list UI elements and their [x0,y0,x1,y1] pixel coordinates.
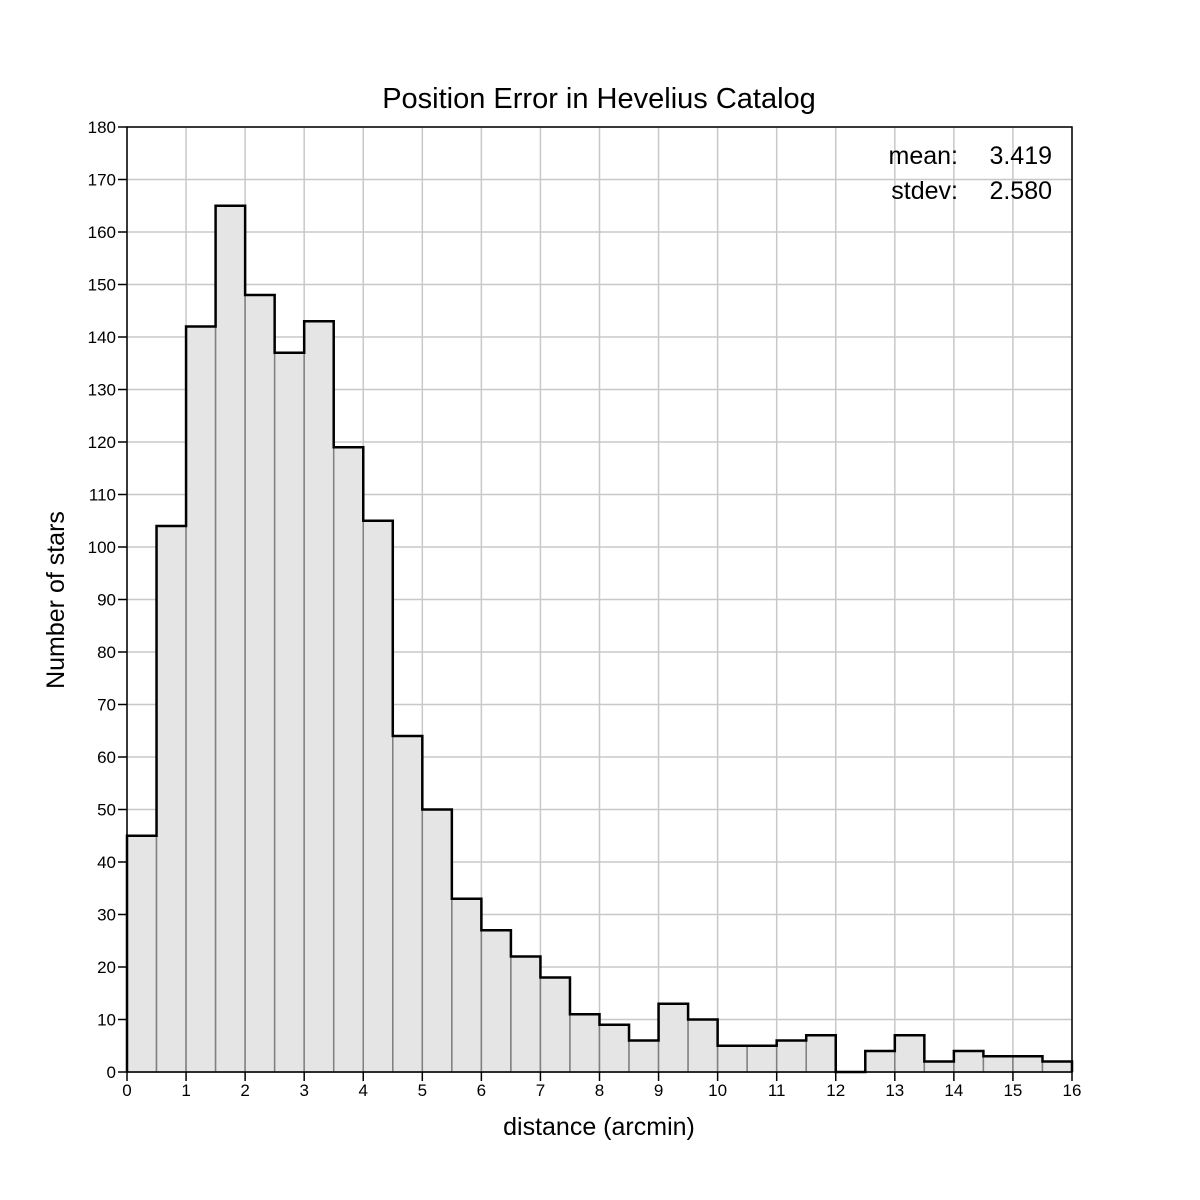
y-axis-ticks: 0 10 20 30 40 50 60 70 80 90 100 110 120 130 140 150 160… [88,118,127,1082]
chart-title: Position Error in Hevelius Catalog [382,83,816,115]
histogram-bar [362,520,394,1073]
y-axis-label: Number of stars [42,511,70,689]
x-tick-label: 15 [1003,1081,1022,1100]
histogram-bar [657,1003,689,1073]
mean-label: mean: [889,142,958,170]
histogram-bar [392,735,424,1073]
y-tick-label: 170 [88,171,116,190]
histogram-bar [214,205,246,1073]
histogram-bar [864,1050,896,1073]
x-tick-label: 5 [418,1081,427,1100]
histogram-bar [716,1045,748,1073]
x-tick-label: 4 [359,1081,368,1100]
histogram-bar [244,294,276,1073]
histogram-bar [923,1060,955,1073]
x-axis-ticks: 0 1 2 3 4 5 6 7 8 9 10 11 12 13 14 15 16 [122,1072,1081,1100]
y-tick-label: 110 [89,486,116,505]
x-tick-label: 2 [240,1081,249,1100]
histogram-bar [953,1050,985,1073]
histogram-bar [1041,1060,1073,1073]
y-tick-label: 50 [97,801,116,820]
x-tick-label: 9 [654,1081,663,1100]
histogram-bar [303,320,335,1073]
histogram-bar [421,808,453,1073]
y-tick-label: 80 [97,643,116,662]
histogram-bar [982,1055,1014,1073]
x-tick-label: 3 [299,1081,308,1100]
x-tick-label: 13 [885,1081,904,1100]
histogram-bar [155,525,187,1073]
y-tick-label: 10 [97,1011,116,1030]
y-tick-label: 120 [88,433,116,452]
histogram-bar [746,1045,778,1073]
x-tick-label: 8 [595,1081,604,1100]
histogram-bar [451,898,483,1073]
x-tick-label: 11 [768,1081,786,1100]
histogram-bar [332,446,364,1073]
histogram-bar [480,929,512,1073]
histogram-bar [628,1039,660,1073]
y-tick-label: 130 [88,381,116,400]
histogram-bar [510,955,542,1073]
y-tick-label: 160 [88,223,116,242]
y-tick-label: 140 [88,328,116,347]
x-tick-label: 10 [708,1081,727,1100]
histogram-bar [687,1018,719,1073]
x-tick-label: 12 [826,1081,845,1100]
x-tick-label: 1 [181,1081,190,1100]
histogram-bar [598,1024,630,1073]
histogram-bar [894,1034,926,1073]
stdev-label: stdev: [891,177,958,205]
y-tick-label: 100 [88,538,116,557]
y-tick-label: 0 [107,1063,116,1082]
stdev-value: 2.580 [989,177,1052,205]
y-tick-label: 90 [97,591,116,610]
x-tick-label: 0 [122,1081,131,1100]
histogram-bar [273,352,305,1073]
x-tick-label: 7 [536,1081,545,1100]
histogram-bar [569,1013,601,1073]
x-tick-label: 16 [1063,1081,1082,1100]
y-tick-label: 60 [97,748,116,767]
y-tick-label: 70 [97,696,116,715]
y-tick-label: 40 [97,853,116,872]
y-tick-label: 180 [88,118,116,137]
histogram-bars [126,205,1073,1073]
y-tick-label: 30 [97,906,116,925]
mean-value: 3.419 [989,142,1052,170]
histogram-bar [805,1034,837,1073]
histogram-bar [126,835,158,1073]
x-tick-label: 6 [477,1081,486,1100]
histogram-bar [1012,1055,1044,1073]
y-tick-label: 20 [97,958,116,977]
y-tick-label: 150 [88,276,116,295]
stats-box: mean: 3.419 stdev: 2.580 [889,142,1052,205]
x-axis-label: distance (arcmin) [503,1113,695,1141]
histogram-bar [539,976,571,1073]
histogram-bar [775,1039,807,1073]
x-tick-label: 14 [944,1081,963,1100]
histogram-outline [125,204,1074,1074]
histogram-bar [185,325,217,1073]
